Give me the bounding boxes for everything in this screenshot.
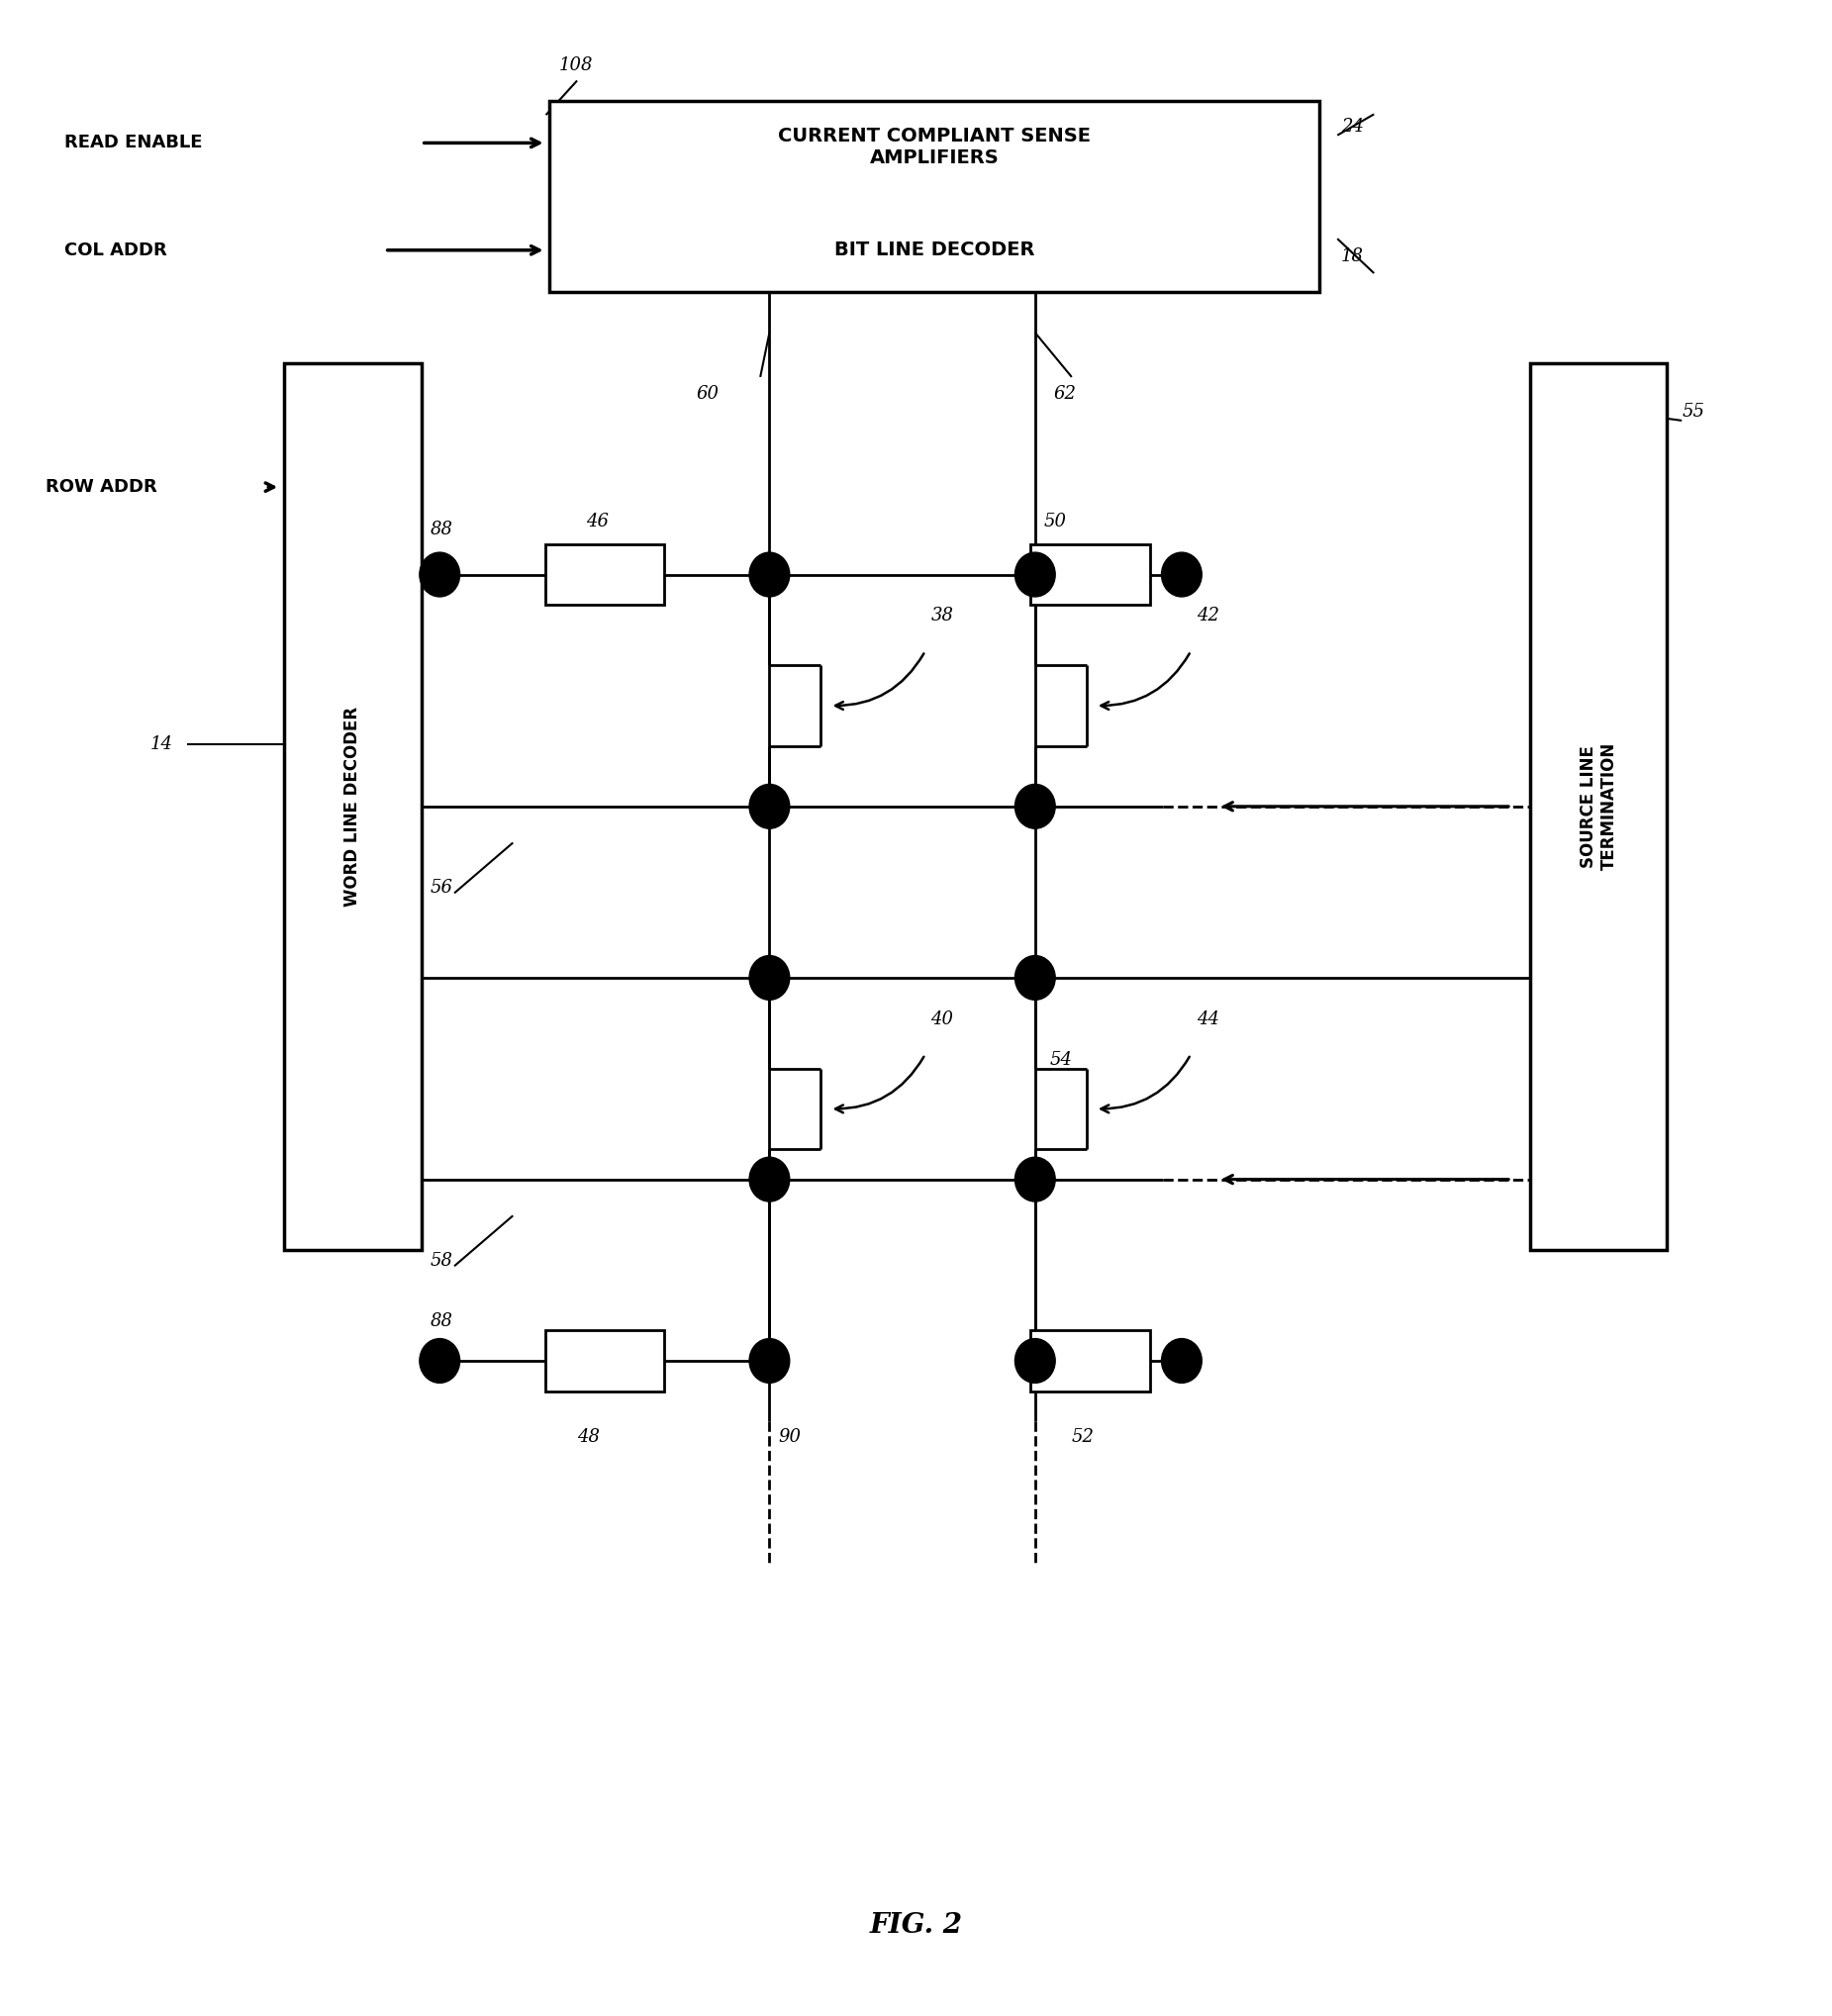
Text: 46: 46 bbox=[586, 512, 608, 530]
Circle shape bbox=[420, 1339, 460, 1383]
Text: FIG. 2: FIG. 2 bbox=[870, 1911, 962, 1939]
Bar bbox=[1030, 1331, 1150, 1391]
Text: 108: 108 bbox=[559, 56, 594, 75]
Bar bbox=[1530, 363, 1667, 1250]
Text: 54: 54 bbox=[1050, 1050, 1072, 1068]
Text: 38: 38 bbox=[931, 607, 953, 625]
Text: 24: 24 bbox=[1341, 117, 1363, 135]
Circle shape bbox=[1015, 552, 1055, 597]
Text: 42: 42 bbox=[1196, 607, 1218, 625]
Circle shape bbox=[1015, 784, 1055, 829]
Bar bbox=[544, 544, 663, 605]
Text: WORD LINE DECODER: WORD LINE DECODER bbox=[344, 706, 361, 907]
Text: BIT LINE DECODER: BIT LINE DECODER bbox=[834, 240, 1035, 260]
Text: SOURCE LINE
TERMINATION: SOURCE LINE TERMINATION bbox=[1579, 742, 1618, 871]
Circle shape bbox=[749, 956, 790, 1000]
Circle shape bbox=[749, 552, 790, 597]
Text: CURRENT COMPLIANT SENSE
AMPLIFIERS: CURRENT COMPLIANT SENSE AMPLIFIERS bbox=[779, 127, 1090, 167]
Circle shape bbox=[749, 784, 790, 829]
Text: 58: 58 bbox=[431, 1252, 453, 1270]
Text: 18: 18 bbox=[1341, 248, 1363, 266]
Circle shape bbox=[1161, 552, 1202, 597]
Bar bbox=[1030, 544, 1150, 605]
Circle shape bbox=[1161, 1339, 1202, 1383]
Text: 90: 90 bbox=[779, 1427, 801, 1445]
Bar bbox=[544, 1331, 663, 1391]
Circle shape bbox=[1015, 956, 1055, 1000]
Text: 62: 62 bbox=[1053, 385, 1075, 403]
Text: 50: 50 bbox=[1044, 512, 1066, 530]
Circle shape bbox=[749, 1339, 790, 1383]
Text: 48: 48 bbox=[577, 1427, 599, 1445]
Circle shape bbox=[1015, 1157, 1055, 1202]
Text: 55: 55 bbox=[1682, 403, 1704, 421]
Text: 40: 40 bbox=[931, 1010, 953, 1028]
Circle shape bbox=[420, 552, 460, 597]
Text: COL ADDR: COL ADDR bbox=[64, 242, 167, 260]
Circle shape bbox=[1015, 1339, 1055, 1383]
Circle shape bbox=[749, 1157, 790, 1202]
Text: 52: 52 bbox=[1072, 1427, 1094, 1445]
Text: 56: 56 bbox=[431, 879, 453, 897]
Bar bbox=[284, 363, 421, 1250]
Text: 14: 14 bbox=[150, 736, 172, 754]
Text: 60: 60 bbox=[696, 385, 718, 403]
Bar bbox=[550, 101, 1319, 292]
Text: 44: 44 bbox=[1196, 1010, 1218, 1028]
Text: 88: 88 bbox=[431, 1312, 453, 1331]
Text: ROW ADDR: ROW ADDR bbox=[46, 478, 158, 496]
Text: 88: 88 bbox=[431, 520, 453, 538]
Text: READ ENABLE: READ ENABLE bbox=[64, 133, 202, 151]
